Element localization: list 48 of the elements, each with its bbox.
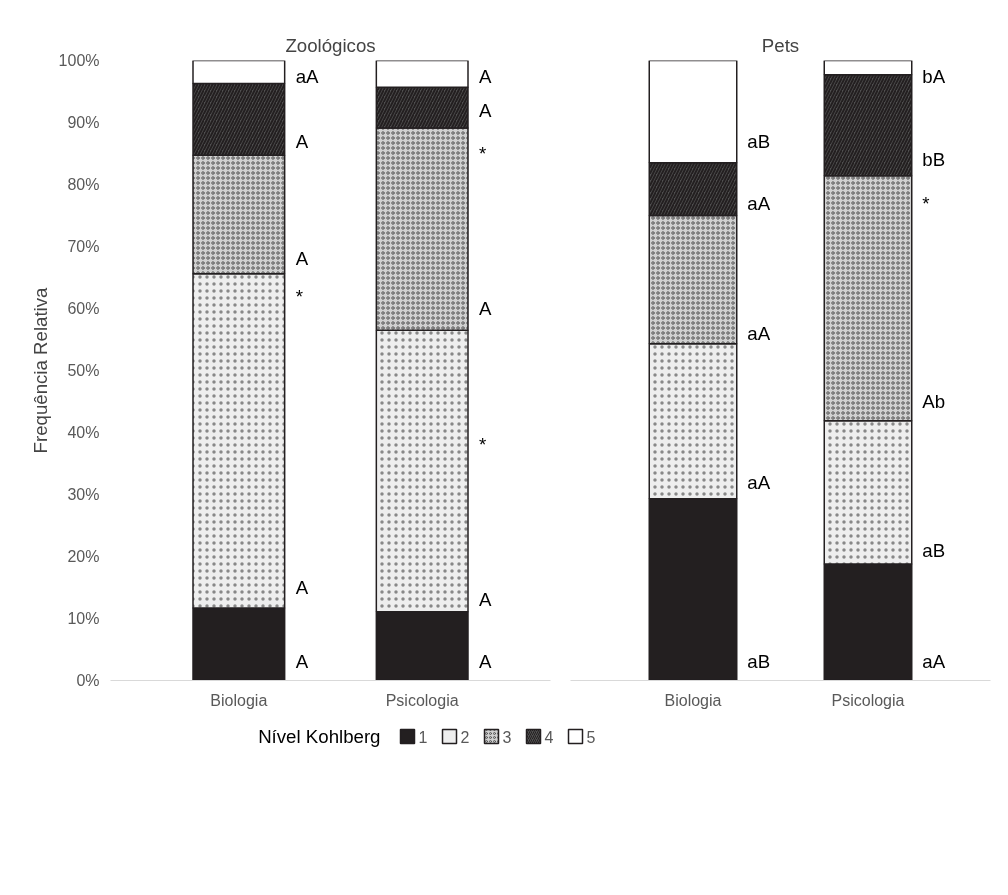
annotation: bA	[922, 65, 946, 87]
legend-label: 1	[418, 728, 428, 746]
x-tick-label: Psicologia	[385, 691, 459, 709]
x-tick-label: Biologia	[210, 691, 268, 709]
annotation: aA	[747, 471, 771, 493]
annotation: A	[295, 248, 309, 270]
y-tick-label: 30%	[67, 486, 100, 503]
annotation: aA	[747, 322, 771, 344]
chart-title: Zoológicos	[285, 34, 376, 56]
annotation: aB	[747, 651, 771, 673]
annotation: aA	[747, 192, 771, 214]
y-tick-label: 70%	[67, 238, 100, 255]
annotation: A	[479, 298, 492, 319]
chart-title: Pets	[761, 34, 800, 56]
y-axis-title: Frequência Relativa	[29, 286, 51, 454]
annotation: Ab	[922, 391, 946, 412]
y-tick-label: 60%	[67, 300, 100, 317]
legend-label: 4	[544, 728, 554, 746]
y-tick-label: 20%	[67, 548, 100, 565]
annotation: *	[295, 285, 303, 307]
legend-title: Nível Kohlberg	[258, 726, 381, 747]
annotation: A	[295, 130, 309, 152]
y-tick-label: 0%	[76, 672, 100, 689]
annotation: *	[479, 434, 487, 456]
y-tick-label: 10%	[67, 610, 100, 627]
y-tick-label: 100%	[58, 52, 100, 69]
annotation: A	[295, 577, 309, 598]
annotation: *	[922, 192, 930, 214]
annotation: A	[479, 65, 492, 87]
y-tick-label: 90%	[67, 114, 100, 131]
annotation: bB	[922, 149, 946, 171]
annotation: A	[479, 589, 492, 611]
annotation: A	[479, 651, 492, 673]
y-tick-label: 40%	[67, 424, 100, 441]
annotation: aB	[747, 130, 771, 152]
annotation: aB	[922, 539, 946, 561]
y-tick-label: 80%	[67, 176, 100, 193]
annotation: *	[479, 143, 487, 164]
annotation: A	[479, 99, 492, 121]
x-tick-label: Biologia	[664, 691, 722, 709]
annotation: A	[295, 651, 309, 673]
legend-label: 5	[586, 728, 596, 746]
annotation: aA	[295, 65, 320, 87]
legend-label: 2	[460, 728, 470, 746]
legend-label: 3	[502, 728, 512, 746]
annotation: aA	[922, 651, 946, 673]
y-tick-label: 50%	[67, 362, 100, 379]
x-tick-label: Psicologia	[831, 691, 905, 709]
